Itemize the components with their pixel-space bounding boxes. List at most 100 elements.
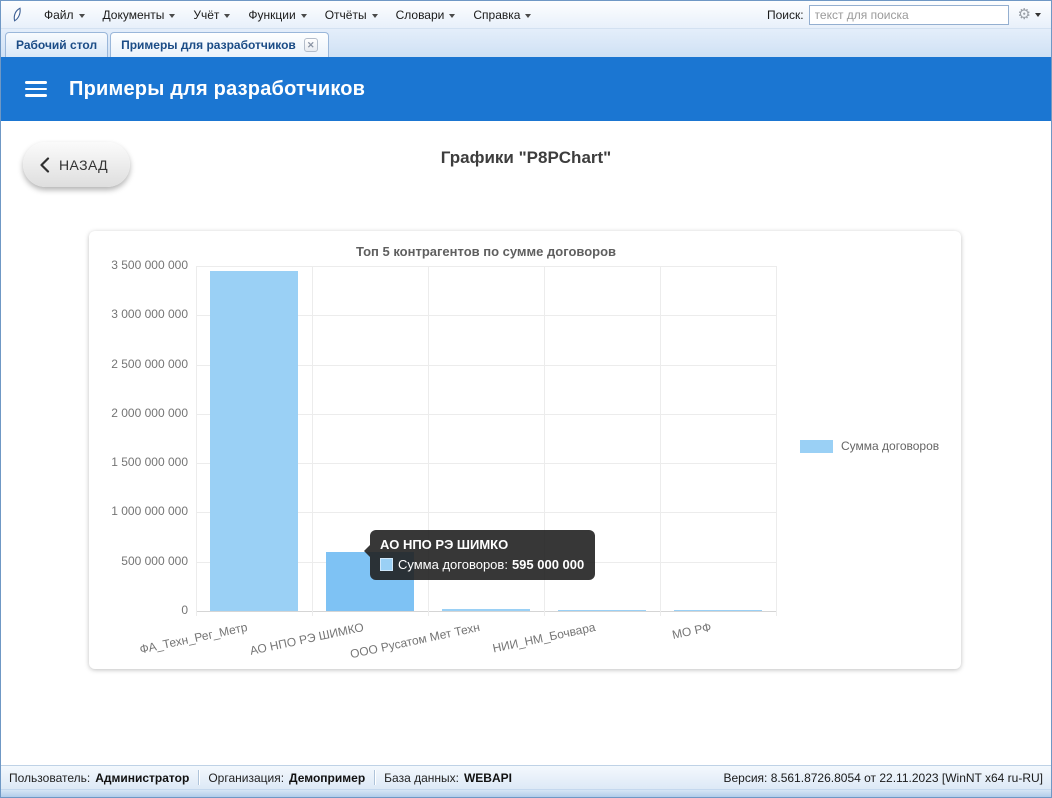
menu-item-label: Словари	[395, 7, 445, 22]
window-bottom-strip	[1, 789, 1051, 797]
menu-item-label: Учёт	[193, 7, 220, 22]
main-menu: Файл Документы Учёт Функции Отчёты Словари Спр…	[35, 1, 540, 28]
menu-item[interactable]: Функции	[239, 4, 315, 26]
gridline-horizontal	[196, 463, 776, 465]
status-item: Организация: Демопример	[208, 771, 365, 785]
status-value: Демопример	[289, 770, 366, 785]
back-button[interactable]: НАЗАД	[23, 142, 131, 187]
gridline-horizontal	[196, 413, 776, 415]
gridline-vertical	[312, 266, 313, 616]
chevron-down-icon	[1035, 12, 1041, 17]
menu-item[interactable]: Справка	[464, 4, 540, 26]
hamburger-menu-icon[interactable]	[25, 78, 47, 100]
menu-item[interactable]: Отчёты	[316, 4, 387, 26]
chevron-down-icon	[449, 13, 456, 18]
chart-legend[interactable]: Сумма договоров	[800, 439, 939, 453]
chevron-down-icon	[525, 13, 532, 18]
chart-bar[interactable]	[209, 270, 299, 611]
module-title: Примеры для разработчиков	[69, 77, 366, 100]
gridline-vertical	[660, 266, 661, 616]
y-axis-tick-label: 500 000 000	[121, 553, 188, 568]
status-label: Организация:	[208, 770, 285, 785]
search-label: Поиск:	[766, 7, 804, 22]
status-separator	[198, 770, 200, 785]
x-axis-category-label: АО НПО РЭ ШИМКО	[248, 620, 365, 658]
tooltip-row: Сумма договоров: 595 000 000	[380, 557, 584, 572]
gridline-horizontal	[196, 364, 776, 366]
chart-bar[interactable]	[441, 609, 531, 611]
gridline-horizontal	[196, 611, 776, 612]
menu-bar: Файл Документы Учёт Функции Отчёты Словари Спр…	[1, 1, 1051, 29]
back-button-label: НАЗАД	[59, 156, 109, 173]
chart-bar[interactable]	[673, 609, 763, 611]
status-value: Администратор	[95, 770, 190, 785]
close-tab-icon[interactable]: ✕	[303, 38, 318, 52]
legend-swatch	[800, 439, 833, 453]
y-axis-tick-label: 1 500 000 000	[111, 455, 188, 470]
menu-item[interactable]: Документы	[94, 4, 185, 26]
menu-item[interactable]: Словари	[387, 4, 465, 26]
y-axis-tick-label: 2 000 000 000	[111, 405, 188, 420]
chevron-left-icon	[40, 156, 50, 173]
tab-developer-examples[interactable]: Примеры для разработчиков ✕	[110, 32, 329, 57]
tab-bar: Рабочий стол Примеры для разработчиков ✕	[1, 29, 1051, 57]
chart-card: Топ 5 контрагентов по сумме договоров Су…	[89, 231, 961, 669]
menu-item-label: Отчёты	[324, 7, 367, 22]
status-items: Пользователь: Администратор Организация: Де…	[9, 770, 512, 785]
tab-desktop[interactable]: Рабочий стол	[5, 32, 109, 57]
chart-bar[interactable]	[557, 610, 647, 611]
version-info: Версия: 8.561.8726.8054 от 22.11.2023 [W…	[723, 770, 1043, 785]
status-bar: Пользователь: Администратор Организация: Де…	[1, 765, 1051, 789]
chart-title: Топ 5 контрагентов по сумме договоров	[355, 244, 617, 259]
tooltip-swatch	[380, 558, 393, 572]
page-content: НАЗАД Графики "P8PChart" Топ 5 контраген…	[1, 121, 1051, 765]
gridline-vertical	[776, 266, 777, 616]
x-axis-category-label: НИИ_НМ_Бочвара	[491, 620, 597, 656]
gridline-vertical	[544, 266, 545, 616]
chevron-down-icon	[371, 13, 378, 18]
chevron-down-icon	[300, 13, 307, 18]
search-input[interactable]	[808, 4, 1009, 25]
bar-chart: Топ 5 контрагентов по сумме договоров Су…	[89, 231, 961, 669]
gear-icon: ⚙	[1017, 6, 1031, 23]
status-item: Пользователь: Администратор	[9, 771, 189, 785]
status-item: База данных: WEBAPI	[384, 771, 512, 785]
tooltip-value: 595 000 000	[511, 557, 585, 573]
status-separator	[374, 770, 376, 785]
status-label: База данных:	[384, 770, 459, 785]
page-title: Графики "P8PChart"	[440, 148, 612, 167]
menu-item-label: Справка	[473, 7, 521, 22]
y-axis-tick-label: 0	[181, 603, 188, 617]
gridline-vertical	[428, 266, 429, 616]
tab-label: Рабочий стол	[16, 38, 98, 52]
x-axis-category-label: ООО Русатом Мет Техн	[348, 620, 481, 662]
menu-item-label: Файл	[44, 7, 74, 22]
search-settings-button[interactable]: ⚙	[1014, 5, 1045, 24]
gridline-horizontal	[196, 315, 776, 317]
gridline-horizontal	[196, 266, 776, 267]
x-axis-category-label: ФА_Техн_Рег_Метр	[138, 620, 249, 657]
menu-item[interactable]: Учёт	[184, 4, 239, 26]
y-axis-tick-label: 1 000 000 000	[111, 504, 188, 519]
chart-tooltip: АО НПО РЭ ШИМКО Сумма договоров: 595 000…	[363, 530, 596, 581]
menu-item[interactable]: Файл	[35, 4, 94, 26]
chevron-down-icon	[78, 13, 85, 18]
tooltip-series-label: Сумма договоров:	[398, 557, 508, 573]
x-axis-category-label: МО РФ	[671, 620, 713, 642]
status-label: Пользователь:	[9, 770, 91, 785]
status-value: WEBAPI	[463, 770, 512, 785]
y-axis-tick-label: 3 000 000 000	[111, 307, 188, 322]
app-logo-quill-icon	[9, 6, 27, 24]
tooltip-title: АО НПО РЭ ШИМКО	[380, 537, 509, 553]
y-axis-tick-label: 3 500 000 000	[111, 258, 188, 272]
chevron-down-icon	[224, 13, 231, 18]
y-axis-tick-label: 2 500 000 000	[111, 356, 188, 371]
menu-item-label: Функции	[248, 7, 296, 22]
menu-item-label: Документы	[102, 7, 165, 22]
legend-label: Сумма договоров	[841, 439, 940, 453]
tab-label: Примеры для разработчиков	[121, 38, 296, 52]
gridline-horizontal	[196, 512, 776, 514]
module-header: Примеры для разработчиков	[1, 57, 1051, 121]
gridline-vertical	[196, 266, 197, 616]
